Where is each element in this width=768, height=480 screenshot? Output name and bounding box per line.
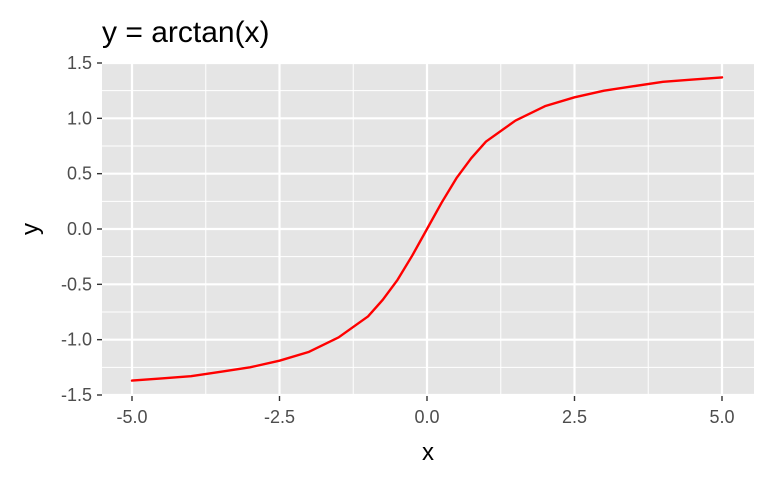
chart-title: y = arctan(x): [102, 16, 270, 49]
y-tick-label: -0.5: [61, 274, 92, 294]
y-tick-label: 0.0: [67, 219, 92, 239]
y-axis-ticks: -1.5 -1.0 -0.5 0.0 0.5 1.0 1.5: [61, 53, 102, 405]
x-tick-label: -5.0: [116, 407, 147, 427]
x-axis-title: x: [422, 439, 434, 466]
x-axis-ticks: -5.0 -2.5 0.0 2.5 5.0: [116, 396, 734, 427]
x-tick-label: 0.0: [414, 407, 439, 427]
y-axis-title: y: [17, 223, 44, 235]
y-tick-label: -1.5: [61, 385, 92, 405]
x-tick-label: 2.5: [562, 407, 587, 427]
y-tick-label: -1.0: [61, 330, 92, 350]
x-tick-label: -2.5: [264, 407, 295, 427]
y-tick-label: 1.0: [67, 108, 92, 128]
y-tick-label: 0.5: [67, 164, 92, 184]
y-tick-label: 1.5: [67, 53, 92, 73]
x-tick-label: 5.0: [709, 407, 734, 427]
